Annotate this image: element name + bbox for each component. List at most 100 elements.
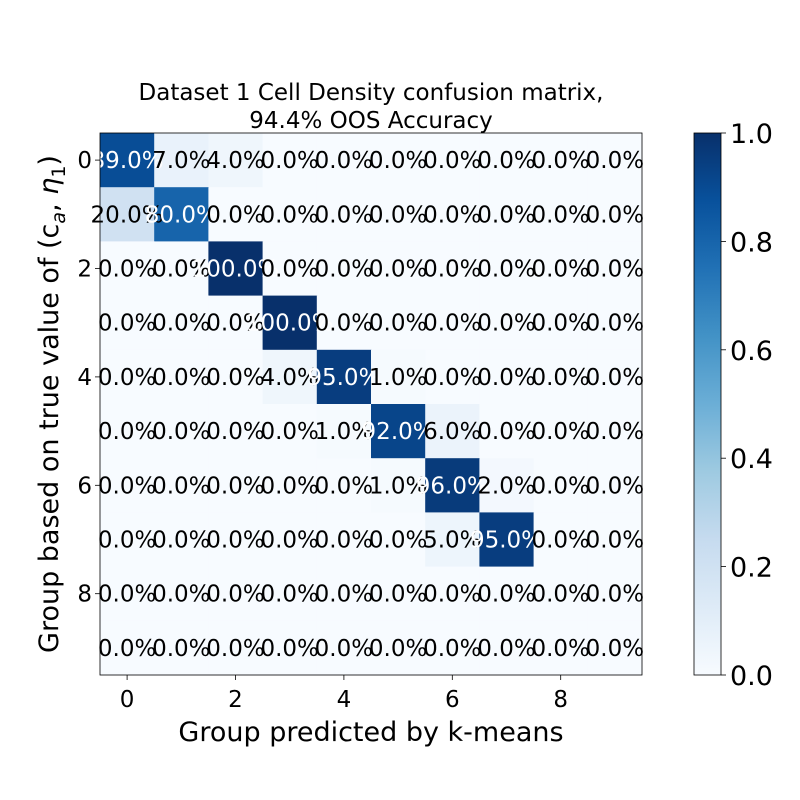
heatmap-cell-r5-c6: [425, 404, 480, 459]
cell-label-r8-c0: 0.0%: [98, 582, 156, 608]
cell-label-r1-c8: 0.0%: [531, 202, 589, 228]
cell-label-r7-c3: 0.0%: [260, 528, 318, 554]
heatmap-cell-r9-c5: [371, 620, 426, 676]
y-tick-label-0: 0: [77, 148, 92, 174]
y-tick-label-4: 4: [77, 365, 92, 391]
cell-label-r6-c8: 0.0%: [531, 473, 589, 499]
cell-label-r0-c0: 89.0%: [91, 148, 164, 174]
heatmap-cell-r1-c9: [587, 187, 643, 242]
cell-label-r0-c1: 7.0%: [152, 148, 210, 174]
heatmap-cell-r7-c4: [316, 512, 372, 568]
cell-label-r0-c6: 0.0%: [423, 148, 481, 174]
colorbar-tick-label-1.0: 1.0: [730, 119, 773, 150]
cell-label-r2-c3: 0.0%: [260, 257, 318, 283]
heatmap-cell-r9-c9: [587, 620, 643, 676]
heatmap-cell-r7-c6: [425, 512, 480, 568]
cell-label-r5-c5: 92.0%: [362, 419, 435, 445]
heatmap-cell-r3-c4: [316, 295, 372, 351]
cell-label-r1-c2: 0.0%: [206, 202, 264, 228]
cell-label-r1-c6: 0.0%: [423, 202, 481, 228]
cell-label-r6-c3: 0.0%: [260, 473, 318, 499]
y-axis-label: Group based on true value of (ca, η1): [34, 155, 70, 653]
heatmap-cell-r7-c3: [262, 512, 318, 568]
cell-label-r8-c8: 0.0%: [531, 582, 589, 608]
cell-label-r2-c4: 0.0%: [315, 257, 373, 283]
chart-title: Dataset 1 Cell Density confusion matrix,: [139, 80, 604, 106]
heatmap-cell-r4-c8: [533, 349, 589, 405]
cell-label-r0-c9: 0.0%: [586, 148, 644, 174]
heatmap-cell-r1-c5: [371, 187, 426, 242]
cell-label-r2-c0: 0.0%: [98, 257, 156, 283]
y-tick-label-6: 6: [77, 473, 92, 499]
cell-label-r0-c2: 4.0%: [206, 148, 264, 174]
cell-label-r7-c5: 0.0%: [369, 528, 427, 554]
cell-label-r5-c6: 6.0%: [423, 419, 481, 445]
heatmap-cell-r3-c3: [262, 295, 318, 351]
heatmap-cell-r2-c9: [587, 241, 643, 297]
cell-label-r3-c7: 0.0%: [477, 311, 535, 337]
cell-label-r1-c3: 0.0%: [260, 202, 318, 228]
cell-label-r5-c4: 1.0%: [315, 419, 373, 445]
cell-label-r1-c1: 80.0%: [145, 202, 218, 228]
heatmap-cell-r4-c7: [479, 349, 535, 405]
heatmap-cell-r7-c1: [154, 512, 209, 568]
heatmap-cell-r7-c9: [587, 512, 643, 568]
cell-label-r5-c3: 0.0%: [260, 419, 318, 445]
heatmap-cell-r1-c0: [100, 187, 155, 242]
cell-label-r6-c4: 0.0%: [315, 473, 373, 499]
heatmap-cell-r3-c5: [371, 295, 426, 351]
heatmap-cell-r6-c8: [533, 458, 589, 513]
cell-label-r1-c9: 0.0%: [586, 202, 644, 228]
heatmap-cell-r2-c2: [208, 241, 264, 297]
heatmap-cell-r6-c6: [425, 458, 480, 513]
cell-label-r3-c5: 0.0%: [369, 311, 427, 337]
heatmap-cell-r6-c3: [262, 458, 318, 513]
cell-label-r4-c6: 0.0%: [423, 365, 481, 391]
heatmap-cell-r1-c4: [316, 187, 372, 242]
heatmap-cell-r0-c0: [100, 133, 155, 188]
heatmap-cell-r2-c5: [371, 241, 426, 297]
cell-label-r4-c0: 0.0%: [98, 365, 156, 391]
cell-label-r8-c5: 0.0%: [369, 582, 427, 608]
heatmap-cell-r2-c7: [479, 241, 535, 297]
heatmap-cell-r5-c1: [154, 404, 209, 459]
cell-label-r9-c1: 0.0%: [152, 636, 210, 662]
heatmap-cell-r2-c8: [533, 241, 589, 297]
cell-label-r8-c7: 0.0%: [477, 582, 535, 608]
cell-label-r7-c2: 0.0%: [206, 528, 264, 554]
cell-label-r8-c6: 0.0%: [423, 582, 481, 608]
cell-label-r0-c4: 0.0%: [315, 148, 373, 174]
cell-label-r7-c6: 5.0%: [423, 528, 481, 554]
heatmap-cell-r7-c7: [479, 512, 535, 568]
heatmap-cell-r9-c7: [479, 620, 535, 676]
heatmap-cell-r4-c6: [425, 349, 480, 405]
cell-label-r8-c2: 0.0%: [206, 582, 264, 608]
cell-label-r7-c9: 0.0%: [586, 528, 644, 554]
heatmap-cell-r4-c3: [262, 349, 318, 405]
heatmap-cell-r5-c0: [100, 404, 155, 459]
heatmap-cell-r1-c1: [154, 187, 209, 242]
cell-label-r6-c7: 2.0%: [477, 473, 535, 499]
cell-label-r4-c2: 0.0%: [206, 365, 264, 391]
heatmap-cell-r3-c2: [208, 295, 264, 351]
heatmap-cell-r9-c4: [316, 620, 372, 676]
cell-label-r3-c2: 0.0%: [206, 311, 264, 337]
cell-label-r2-c6: 0.0%: [423, 257, 481, 283]
cell-label-r5-c7: 0.0%: [477, 419, 535, 445]
heatmap-cell-r1-c6: [425, 187, 480, 242]
cell-label-r9-c0: 0.0%: [98, 636, 156, 662]
cell-label-r4-c1: 0.0%: [152, 365, 210, 391]
cell-label-r5-c2: 0.0%: [206, 419, 264, 445]
cell-label-r0-c7: 0.0%: [477, 148, 535, 174]
cell-label-r3-c1: 0.0%: [152, 311, 210, 337]
heatmap-cell-r0-c2: [208, 133, 264, 188]
colorbar-tick-label-0.2: 0.2: [730, 553, 773, 584]
cell-label-r6-c1: 0.0%: [152, 473, 210, 499]
cell-label-r0-c3: 0.0%: [260, 148, 318, 174]
cell-label-r9-c5: 0.0%: [369, 636, 427, 662]
heatmap-cell-r8-c5: [371, 566, 426, 622]
colorbar-tick-label-0.8: 0.8: [730, 227, 773, 258]
heatmap-cell-r5-c4: [316, 404, 372, 459]
heatmap-cell-r5-c3: [262, 404, 318, 459]
cell-label-r5-c8: 0.0%: [531, 419, 589, 445]
